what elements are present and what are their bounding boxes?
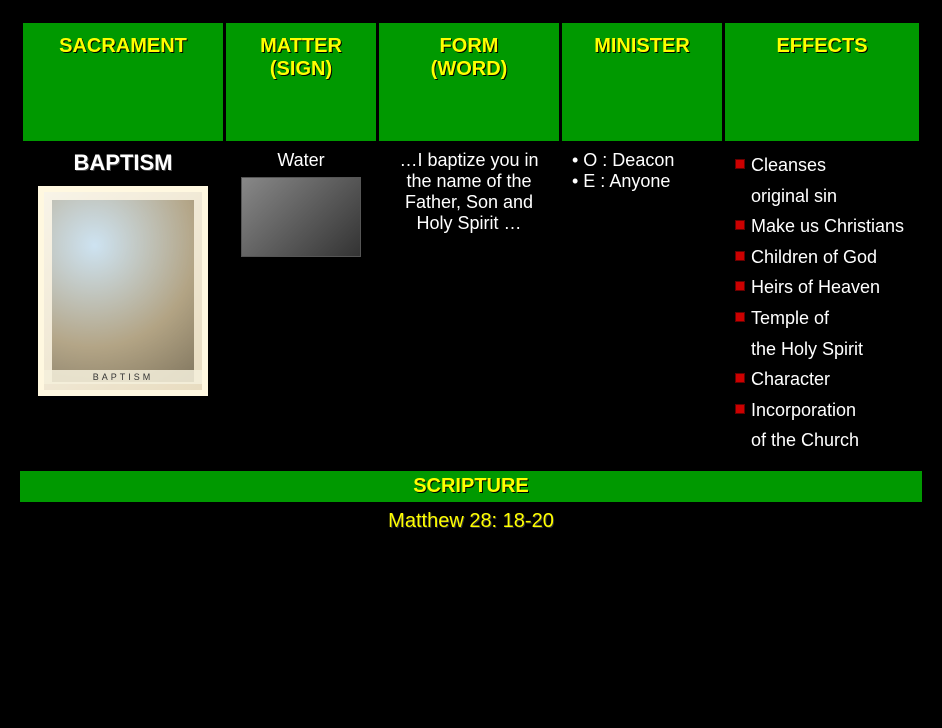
sacrament-table: SACRAMENT MATTER (SIGN) FORM (WORD) MINI…: [20, 20, 922, 465]
sacrament-title: BAPTISM: [29, 150, 217, 176]
effect-continuation: of the Church: [735, 425, 913, 456]
matter-cell: Water: [226, 144, 376, 462]
water-photo: [241, 177, 361, 257]
bullet-icon: [735, 281, 745, 291]
minister-o: • O : Deacon: [572, 150, 716, 171]
minister-e: • E : Anyone: [572, 171, 716, 192]
effects-cell: Cleansesoriginal sinMake us ChristiansCh…: [725, 144, 919, 462]
baptism-illustration: BAPTISM: [38, 186, 208, 396]
header-matter: MATTER (SIGN): [226, 23, 376, 141]
matter-text: Water: [232, 150, 370, 171]
bullet-icon: [735, 373, 745, 383]
minister-cell: • O : Deacon • E : Anyone: [562, 144, 722, 462]
slide-container: SACRAMENT MATTER (SIGN) FORM (WORD) MINI…: [0, 0, 942, 583]
effect-text: Incorporation: [751, 395, 913, 426]
effect-item: Cleanses: [735, 150, 913, 181]
form-cell: …I baptize you in the name of the Father…: [379, 144, 559, 462]
header-minister: MINISTER: [562, 23, 722, 141]
bullet-icon: [735, 159, 745, 169]
effect-item: Children of God: [735, 242, 913, 273]
header-row: SACRAMENT MATTER (SIGN) FORM (WORD) MINI…: [23, 23, 919, 141]
effect-text: Cleanses: [751, 150, 913, 181]
data-row: BAPTISM BAPTISM Water …I baptize you in …: [23, 144, 919, 462]
effect-item: Make us Christians: [735, 211, 913, 242]
bullet-icon: [735, 312, 745, 322]
form-text: …I baptize you in the name of the Father…: [385, 150, 553, 234]
effect-continuation: original sin: [735, 181, 913, 212]
effect-text: Children of God: [751, 242, 913, 273]
scripture-reference: Matthew 28: 18-20: [20, 502, 922, 563]
scripture-label: SCRIPTURE: [413, 475, 529, 497]
effect-item: Incorporation: [735, 395, 913, 426]
header-effects: EFFECTS: [725, 23, 919, 141]
effects-list: Cleansesoriginal sinMake us ChristiansCh…: [735, 150, 913, 456]
header-form: FORM (WORD): [379, 23, 559, 141]
image-caption: BAPTISM: [44, 370, 202, 384]
effect-text: Character: [751, 364, 913, 395]
effect-continuation: the Holy Spirit: [735, 334, 913, 365]
bullet-icon: [735, 251, 745, 261]
sacrament-cell: BAPTISM BAPTISM: [23, 144, 223, 462]
scripture-bar: SCRIPTURE: [20, 471, 922, 502]
effect-item: Temple of: [735, 303, 913, 334]
effect-text: Temple of: [751, 303, 913, 334]
effect-item: Character: [735, 364, 913, 395]
header-sacrament: SACRAMENT: [23, 23, 223, 141]
effect-text: Make us Christians: [751, 211, 913, 242]
effect-item: Heirs of Heaven: [735, 272, 913, 303]
bullet-icon: [735, 404, 745, 414]
effect-text: Heirs of Heaven: [751, 272, 913, 303]
bullet-icon: [735, 220, 745, 230]
